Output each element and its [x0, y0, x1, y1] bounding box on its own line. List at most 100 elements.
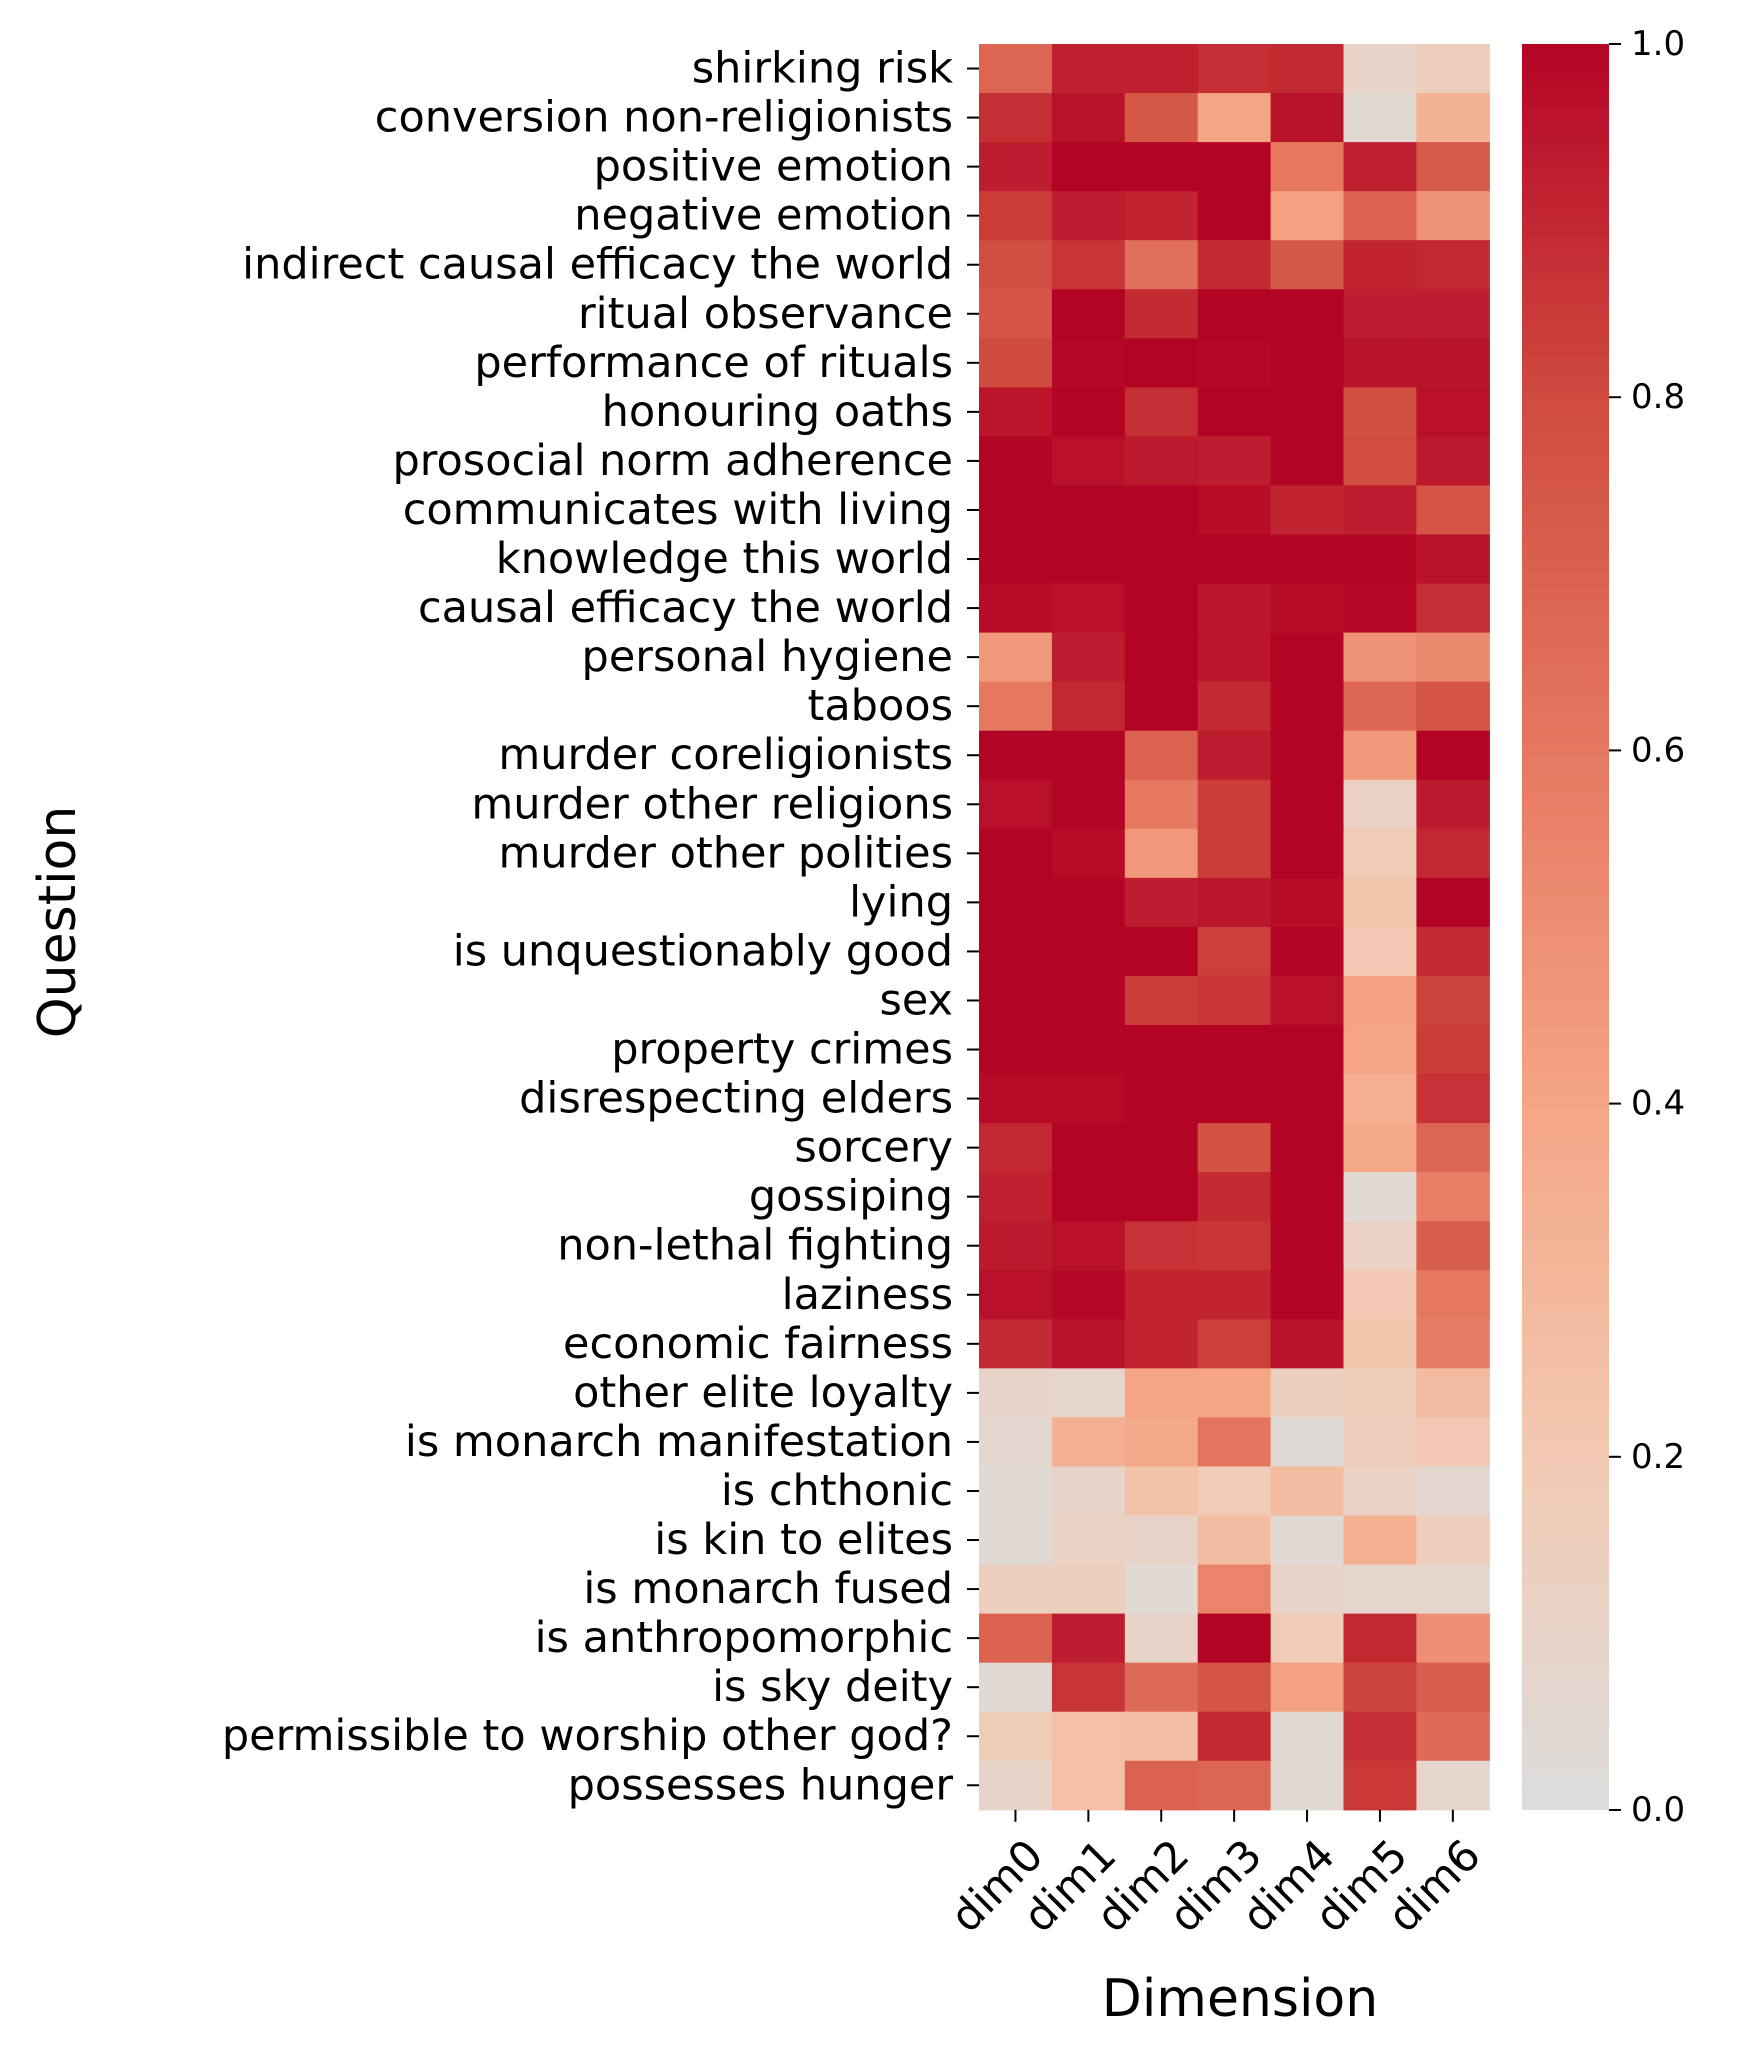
heatmap-cell [1270, 1662, 1345, 1713]
heatmap-cell [1270, 926, 1345, 977]
heatmap-cell [1270, 1123, 1345, 1173]
y-tick-label: communicates with living [403, 485, 953, 535]
heatmap-cell [1270, 142, 1345, 192]
heatmap-cell [979, 1319, 1053, 1369]
heatmap-cell [1343, 1270, 1417, 1320]
heatmap-cell [1343, 1172, 1417, 1222]
heatmap-cell [1051, 632, 1126, 683]
y-tick-label: is anthropomorphic [535, 1613, 953, 1663]
heatmap-cell [1416, 44, 1490, 94]
y-tick-label: causal efficacy the world [418, 583, 953, 633]
heatmap-cell [1124, 1760, 1199, 1811]
heatmap-cell [1270, 975, 1345, 1026]
y-tick-label: murder other religions [471, 779, 953, 829]
heatmap-cell [1270, 1221, 1345, 1271]
heatmap-cell [1416, 338, 1490, 388]
heatmap-cell [1124, 1564, 1199, 1615]
heatmap-cell [1124, 1368, 1199, 1418]
heatmap-cell [1197, 289, 1272, 339]
heatmap-cell [1197, 338, 1272, 388]
heatmap-cell [1416, 1368, 1490, 1418]
heatmap-cell [1124, 730, 1199, 781]
heatmap-cell [1343, 338, 1417, 388]
heatmap-cell [1051, 534, 1126, 585]
heatmap-cell [1197, 1123, 1272, 1173]
y-tick-label: honouring oaths [602, 387, 953, 437]
heatmap-cell [1270, 828, 1345, 879]
heatmap-cell [1197, 681, 1272, 732]
heatmap-cell [1416, 1123, 1490, 1173]
heatmap-cell [1270, 730, 1345, 781]
heatmap-cell [1416, 1711, 1490, 1762]
heatmap-cell [1124, 534, 1199, 585]
heatmap-cell [979, 1221, 1053, 1271]
heatmap-cell [1416, 1515, 1490, 1566]
heatmap-cell [1124, 485, 1199, 536]
y-tick-label: economic fairness [563, 1319, 953, 1369]
heatmap-cell [1270, 1172, 1345, 1222]
y-tick-label: is chthonic [721, 1466, 953, 1516]
heatmap-cell [1416, 975, 1490, 1026]
y-tick-label: murder other polities [498, 828, 953, 878]
heatmap-cell [1343, 779, 1417, 830]
y-tick-label: indirect causal efficacy the world [242, 240, 953, 290]
heatmap-cell [979, 1662, 1053, 1713]
heatmap-cell [1416, 485, 1490, 536]
heatmap-cell [1197, 1319, 1272, 1369]
heatmap-cell [979, 828, 1053, 879]
heatmap-cell [1343, 632, 1417, 683]
heatmap-cell [1343, 387, 1417, 437]
y-tick-label: prosocial norm adherence [392, 436, 953, 486]
y-tick-label: ritual observance [578, 289, 953, 339]
heatmap-cell [1270, 1368, 1345, 1418]
heatmap-cell [1051, 1025, 1126, 1075]
heatmap-cell [979, 1368, 1053, 1418]
heatmap-cell [1051, 1319, 1126, 1369]
heatmap-cell [1343, 1368, 1417, 1418]
heatmap-cell [1416, 387, 1490, 437]
heatmap-cell [979, 1613, 1053, 1664]
heatmap-cell [1270, 877, 1345, 928]
heatmap-cell [1051, 926, 1126, 977]
heatmap-cell [1416, 1270, 1490, 1320]
heatmap-cell [1416, 93, 1490, 143]
heatmap-cell [1051, 975, 1126, 1026]
heatmap-cell [1124, 975, 1199, 1026]
heatmap-cell [979, 534, 1053, 585]
colorbar-tick-label: 0.2 [1631, 1437, 1685, 1477]
heatmap-cell [1416, 1564, 1490, 1615]
heatmap-cell [1197, 534, 1272, 585]
heatmap-cell [1416, 436, 1490, 487]
heatmap-cell [979, 1711, 1053, 1762]
heatmap-cell [979, 1466, 1053, 1517]
colorbar-tick-label: 0.6 [1631, 730, 1685, 770]
heatmap-cell [1270, 1564, 1345, 1615]
heatmap-cell [1343, 191, 1417, 241]
heatmap-cell [979, 1270, 1053, 1320]
y-tick-label: permissible to worship other god? [222, 1711, 953, 1761]
heatmap-cell [1197, 877, 1272, 928]
heatmap-cell [1270, 1270, 1345, 1320]
heatmap-cell [1270, 534, 1345, 585]
heatmap-cell [979, 1417, 1053, 1468]
heatmap-cell [1270, 1515, 1345, 1566]
y-tick-label: is monarch fused [583, 1564, 953, 1614]
heatmap-cell [1197, 1564, 1272, 1615]
heatmap-cell [1051, 338, 1126, 388]
y-tick-label: laziness [782, 1270, 953, 1320]
heatmap-cell [1343, 1123, 1417, 1173]
y-tick-label: possesses hunger [568, 1760, 954, 1810]
heatmap-cells [979, 44, 1490, 1811]
heatmap-cell [1051, 1417, 1126, 1468]
heatmap-cell [1051, 1760, 1126, 1811]
heatmap-cell [1051, 1221, 1126, 1271]
y-axis-title: Question [28, 806, 88, 1039]
heatmap-cell [1270, 387, 1345, 437]
heatmap-cell [1343, 1466, 1417, 1517]
heatmap-cell [1124, 1025, 1199, 1075]
heatmap-cell [1270, 1613, 1345, 1664]
heatmap-cell [979, 583, 1053, 634]
heatmap-cell [1197, 1515, 1272, 1566]
heatmap-cell [1197, 191, 1272, 241]
